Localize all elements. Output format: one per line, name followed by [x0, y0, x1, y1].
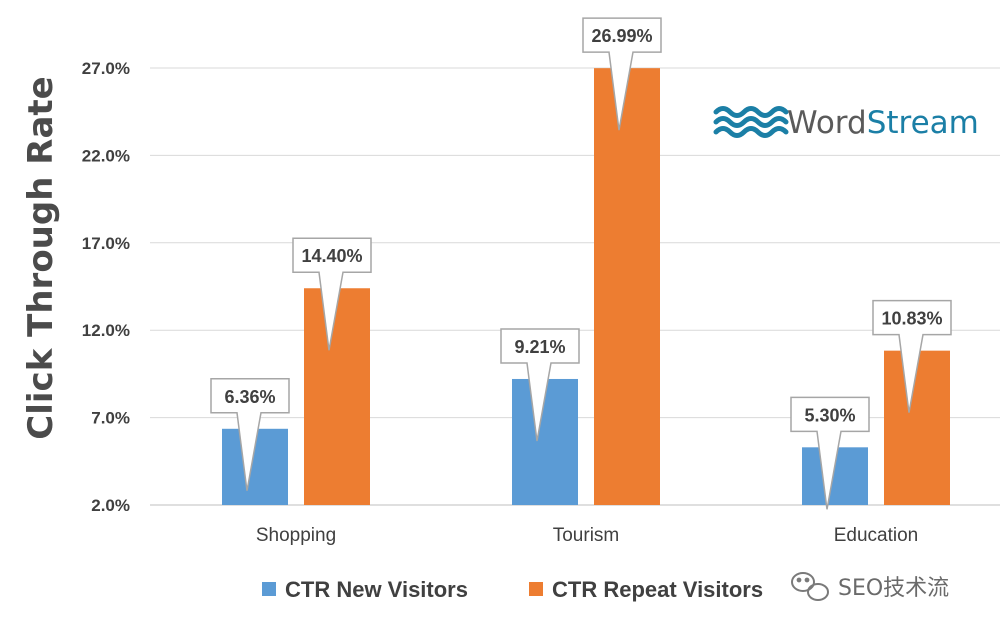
- logo-text: WordStream: [787, 105, 979, 141]
- bar: [304, 288, 370, 505]
- data-label-callout: [210, 378, 290, 491]
- x-category-label: Education: [834, 525, 919, 546]
- y-tick-label: 22.0%: [82, 146, 130, 165]
- y-tick-label: 27.0%: [82, 59, 130, 78]
- legend-label: CTR New Visitors: [285, 577, 468, 602]
- logo-stream: Stream: [867, 105, 979, 141]
- data-label: 5.30%: [804, 405, 855, 425]
- data-label-callout: [500, 328, 580, 442]
- data-label: 26.99%: [591, 26, 652, 46]
- wordstream-logo: WordStream: [713, 105, 979, 141]
- data-label: 14.40%: [301, 246, 362, 266]
- watermark-text: SEO技术流: [838, 576, 949, 601]
- data-label-callout: [872, 299, 952, 413]
- legend-swatch: [262, 582, 276, 596]
- x-category-label: Shopping: [256, 525, 336, 546]
- data-label: 6.36%: [224, 387, 275, 407]
- logo-word: Word: [787, 105, 867, 141]
- bar: [594, 68, 660, 505]
- y-tick-label: 12.0%: [82, 321, 130, 340]
- data-labels: 6.36% 9.21% 5.30% 14.40% 26.99% 10.83%: [210, 17, 952, 510]
- data-label: 10.83%: [881, 309, 942, 329]
- data-label-callout: [292, 237, 372, 351]
- legend: CTR New Visitors CTR Repeat Visitors: [262, 577, 763, 602]
- data-label-callout: [582, 17, 662, 131]
- wave-icon: [713, 106, 789, 138]
- y-tick-label: 2.0%: [91, 496, 130, 515]
- data-label-callout: [790, 396, 870, 510]
- watermark: SEO技术流: [791, 572, 949, 601]
- y-axis-title: Click Through Rate: [21, 76, 61, 439]
- y-tick-label: 17.0%: [82, 234, 130, 253]
- axes: 2.0% 7.0% 12.0% 17.0% 22.0% 27.0% Shopping Tour…: [82, 59, 918, 546]
- legend-label: CTR Repeat Visitors: [552, 577, 763, 602]
- y-tick-label: 7.0%: [91, 409, 130, 428]
- bar: [884, 350, 950, 505]
- legend-swatch: [529, 582, 543, 596]
- data-label: 9.21%: [514, 337, 565, 357]
- x-category-label: Tourism: [553, 525, 620, 546]
- wechat-icon: [791, 572, 829, 601]
